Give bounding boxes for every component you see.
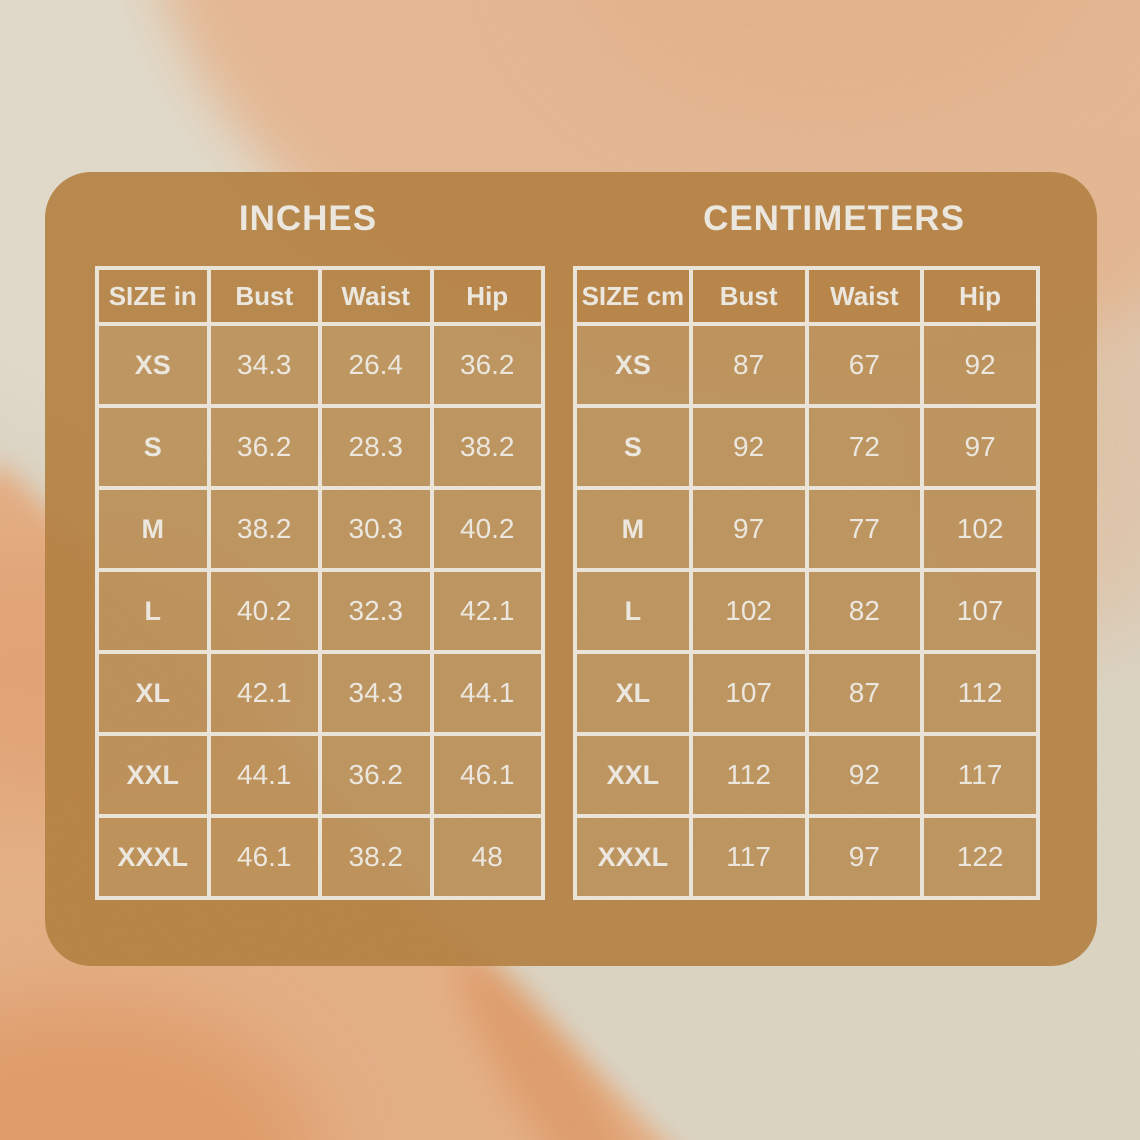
table-row: M 97 77 102 — [573, 486, 1040, 572]
value-cell: 26.4 — [318, 322, 434, 408]
column-header: Waist — [804, 266, 925, 326]
size-label-cell: XXL — [573, 732, 693, 818]
value-cell: 44.1 — [206, 732, 322, 818]
size-label-cell: XL — [573, 650, 693, 736]
value-cell: 102 — [688, 568, 809, 654]
centimeters-table: SIZE cm Bust Waist Hip XS 87 67 92 S 92 72 97 M 97 77 1… — [573, 266, 1040, 900]
value-cell: 87 — [688, 322, 809, 408]
size-label-cell: XXXL — [573, 814, 693, 900]
value-cell: 107 — [688, 650, 809, 736]
inches-title: INCHES — [238, 199, 378, 238]
value-cell: 34.3 — [206, 322, 322, 408]
size-label-cell: M — [573, 486, 693, 572]
value-cell: 42.1 — [429, 568, 545, 654]
value-cell: 38.2 — [429, 404, 545, 490]
size-label-cell: XXL — [95, 732, 211, 818]
value-cell: 97 — [920, 404, 1040, 490]
column-header: Waist — [318, 266, 434, 326]
table-row: XXXL 46.1 38.2 48 — [95, 814, 545, 900]
header-row: SIZE in Bust Waist Hip — [95, 266, 545, 326]
watercolor-blob-peach-top-core — [550, 0, 1110, 130]
header-row: SIZE cm Bust Waist Hip — [573, 266, 1040, 326]
value-cell: 67 — [804, 322, 925, 408]
value-cell: 92 — [920, 322, 1040, 408]
column-header: Bust — [688, 266, 809, 326]
table-row: XS 34.3 26.4 36.2 — [95, 322, 545, 408]
value-cell: 72 — [804, 404, 925, 490]
value-cell: 34.3 — [318, 650, 434, 736]
inches-table-wrap: SIZE in Bust Waist Hip XS 34.3 26.4 36.2 S 36.2 28… — [95, 266, 545, 900]
table-row: XXL 44.1 36.2 46.1 — [95, 732, 545, 818]
value-cell: 82 — [804, 568, 925, 654]
value-cell: 40.2 — [429, 486, 545, 572]
value-cell: 117 — [688, 814, 809, 900]
table-row: L 102 82 107 — [573, 568, 1040, 654]
value-cell: 112 — [920, 650, 1040, 736]
column-header: SIZE in — [95, 266, 211, 326]
value-cell: 36.2 — [206, 404, 322, 490]
value-cell: 36.2 — [318, 732, 434, 818]
value-cell: 38.2 — [206, 486, 322, 572]
centimeters-title: CENTIMETERS — [703, 199, 965, 238]
size-label-cell: XS — [95, 322, 211, 408]
table-row: XXL 112 92 117 — [573, 732, 1040, 818]
watercolor-blob-corner — [0, 1000, 320, 1140]
size-label-cell: M — [95, 486, 211, 572]
value-cell: 46.1 — [429, 732, 545, 818]
size-label-cell: XXXL — [95, 814, 211, 900]
size-label-cell: XL — [95, 650, 211, 736]
size-label-cell: L — [95, 568, 211, 654]
value-cell: 97 — [688, 486, 809, 572]
value-cell: 107 — [920, 568, 1040, 654]
value-cell: 48 — [429, 814, 545, 900]
value-cell: 38.2 — [318, 814, 434, 900]
column-header: Hip — [920, 266, 1040, 326]
table-row: XL 42.1 34.3 44.1 — [95, 650, 545, 736]
value-cell: 97 — [804, 814, 925, 900]
table-row: XXXL 117 97 122 — [573, 814, 1040, 900]
size-label-cell: L — [573, 568, 693, 654]
value-cell: 46.1 — [206, 814, 322, 900]
size-chart-panel: INCHES CENTIMETERS SIZE in Bust Waist Hip XS… — [45, 172, 1097, 966]
value-cell: 102 — [920, 486, 1040, 572]
watercolor-streak-edge — [435, 937, 675, 1140]
value-cell: 44.1 — [429, 650, 545, 736]
value-cell: 117 — [920, 732, 1040, 818]
value-cell: 77 — [804, 486, 925, 572]
table-row: S 92 72 97 — [573, 404, 1040, 490]
value-cell: 112 — [688, 732, 809, 818]
value-cell: 42.1 — [206, 650, 322, 736]
table-row: L 40.2 32.3 42.1 — [95, 568, 545, 654]
column-header: Hip — [429, 266, 545, 326]
centimeters-table-wrap: SIZE cm Bust Waist Hip XS 87 67 92 S 92 72 97 M 97 77 1… — [573, 266, 1040, 900]
column-header: Bust — [206, 266, 322, 326]
size-label-cell: S — [573, 404, 693, 490]
size-label-cell: S — [95, 404, 211, 490]
column-header: SIZE cm — [573, 266, 693, 326]
value-cell: 30.3 — [318, 486, 434, 572]
table-row: M 38.2 30.3 40.2 — [95, 486, 545, 572]
table-row: XL 107 87 112 — [573, 650, 1040, 736]
value-cell: 87 — [804, 650, 925, 736]
value-cell: 36.2 — [429, 322, 545, 408]
value-cell: 28.3 — [318, 404, 434, 490]
value-cell: 40.2 — [206, 568, 322, 654]
table-row: XS 87 67 92 — [573, 322, 1040, 408]
value-cell: 122 — [920, 814, 1040, 900]
value-cell: 32.3 — [318, 568, 434, 654]
inches-table: SIZE in Bust Waist Hip XS 34.3 26.4 36.2 S 36.2 28… — [95, 266, 545, 900]
table-row: S 36.2 28.3 38.2 — [95, 404, 545, 490]
value-cell: 92 — [804, 732, 925, 818]
value-cell: 92 — [688, 404, 809, 490]
size-label-cell: XS — [573, 322, 693, 408]
